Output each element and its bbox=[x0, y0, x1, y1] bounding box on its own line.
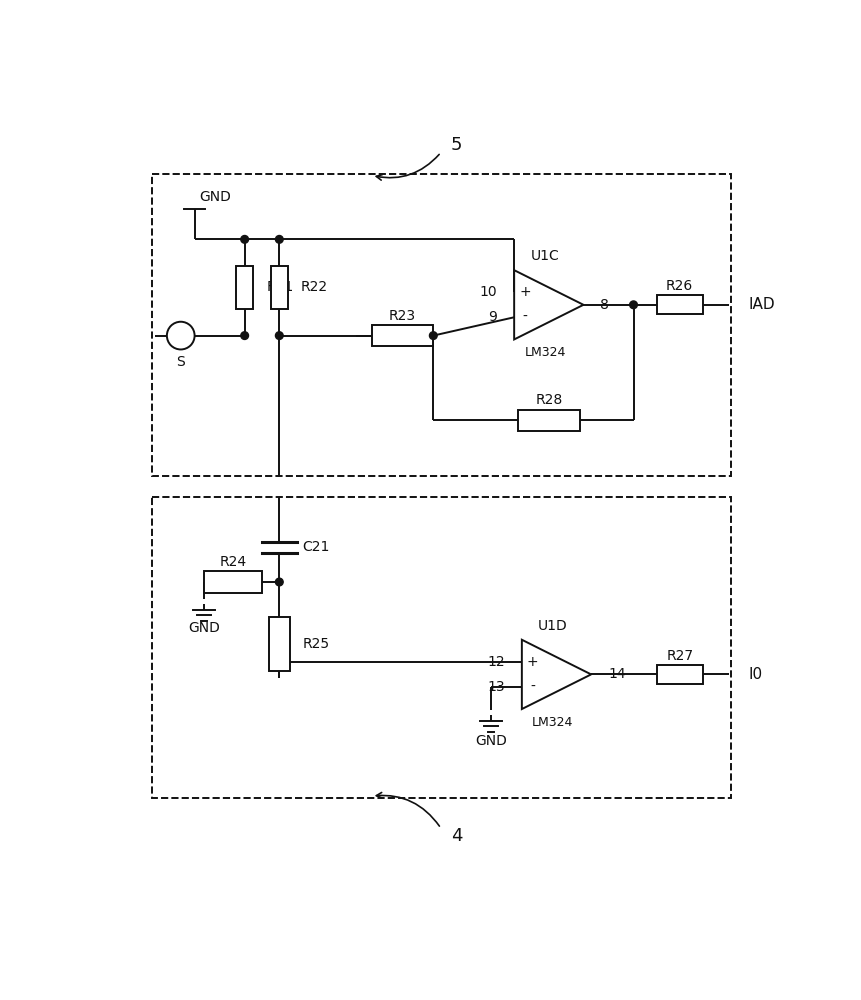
Text: R26: R26 bbox=[666, 279, 692, 293]
Text: 10: 10 bbox=[479, 285, 497, 299]
Text: U1D: U1D bbox=[537, 619, 567, 633]
Bar bbox=[371, 325, 433, 346]
Text: R23: R23 bbox=[388, 309, 416, 323]
Bar bbox=[236, 266, 253, 309]
Text: LM324: LM324 bbox=[531, 716, 573, 729]
Text: R27: R27 bbox=[666, 649, 692, 663]
Circle shape bbox=[276, 235, 282, 243]
Circle shape bbox=[240, 235, 248, 243]
Bar bbox=[517, 410, 579, 431]
Text: R24: R24 bbox=[220, 555, 246, 569]
Circle shape bbox=[276, 578, 282, 586]
Text: 9: 9 bbox=[488, 310, 497, 324]
Bar bbox=[203, 571, 262, 593]
Circle shape bbox=[240, 332, 248, 339]
Text: R22: R22 bbox=[300, 280, 327, 294]
Text: C21: C21 bbox=[302, 540, 330, 554]
Text: R28: R28 bbox=[535, 393, 561, 407]
Text: IAD: IAD bbox=[747, 297, 774, 312]
Text: 8: 8 bbox=[600, 298, 609, 312]
Circle shape bbox=[629, 301, 636, 309]
Text: +: + bbox=[518, 285, 530, 299]
Text: -: - bbox=[522, 310, 527, 324]
Text: R25: R25 bbox=[302, 637, 329, 651]
Text: U1C: U1C bbox=[530, 249, 559, 263]
Bar bbox=[656, 295, 702, 314]
Bar bbox=[152, 497, 730, 798]
Text: S: S bbox=[177, 355, 185, 369]
Bar bbox=[270, 266, 288, 309]
Circle shape bbox=[276, 332, 282, 339]
Bar bbox=[656, 665, 702, 684]
Text: 4: 4 bbox=[450, 827, 461, 845]
Text: LM324: LM324 bbox=[523, 346, 565, 359]
Text: GND: GND bbox=[474, 734, 506, 748]
Text: 5: 5 bbox=[450, 136, 461, 154]
Circle shape bbox=[429, 332, 437, 339]
Text: GND: GND bbox=[199, 190, 231, 204]
Text: +: + bbox=[526, 655, 538, 669]
Text: 12: 12 bbox=[486, 655, 505, 669]
Text: 13: 13 bbox=[486, 680, 505, 694]
Text: 14: 14 bbox=[607, 667, 625, 681]
Bar bbox=[152, 174, 730, 476]
Text: I0: I0 bbox=[747, 667, 761, 682]
Bar bbox=[269, 617, 290, 671]
Text: -: - bbox=[530, 680, 535, 694]
Text: R21: R21 bbox=[266, 280, 293, 294]
Text: GND: GND bbox=[188, 621, 220, 635]
